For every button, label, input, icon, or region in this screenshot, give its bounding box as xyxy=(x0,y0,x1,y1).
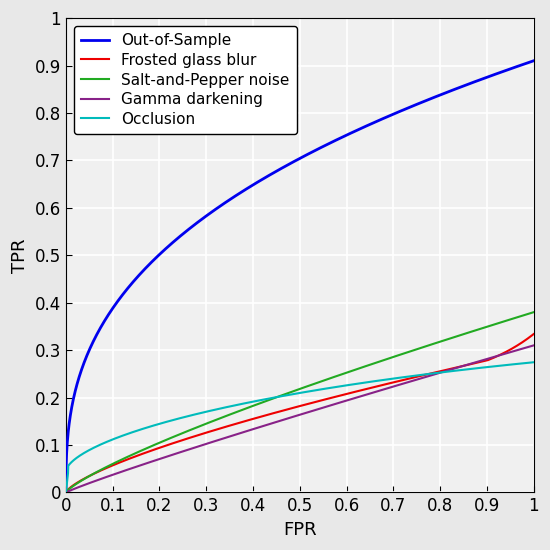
Frosted glass blur xyxy=(516,340,523,347)
Occlusion xyxy=(63,489,69,496)
Gamma darkening xyxy=(290,414,296,420)
Line: Out-of-Sample: Out-of-Sample xyxy=(66,61,534,492)
Gamma darkening xyxy=(530,342,537,349)
Out-of-Sample xyxy=(530,58,537,64)
Gamma darkening xyxy=(516,346,523,353)
Out-of-Sample xyxy=(278,166,284,172)
Salt-and-Pepper noise xyxy=(63,489,69,496)
Occlusion xyxy=(278,393,284,400)
Occlusion xyxy=(516,360,523,367)
Out-of-Sample xyxy=(516,62,523,69)
Line: Frosted glass blur: Frosted glass blur xyxy=(66,334,534,492)
Gamma darkening xyxy=(516,346,523,353)
Salt-and-Pepper noise xyxy=(516,313,523,320)
Gamma darkening xyxy=(86,480,93,486)
Line: Salt-and-Pepper noise: Salt-and-Pepper noise xyxy=(66,312,534,492)
Salt-and-Pepper noise xyxy=(290,388,296,394)
Salt-and-Pepper noise xyxy=(86,472,93,479)
Gamma darkening xyxy=(63,489,69,496)
Occlusion xyxy=(290,391,296,398)
Gamma darkening xyxy=(431,371,437,378)
Occlusion xyxy=(431,370,437,377)
Line: Occlusion: Occlusion xyxy=(66,362,534,492)
Frosted glass blur xyxy=(278,408,284,415)
Line: Gamma darkening: Gamma darkening xyxy=(66,345,534,492)
Occlusion xyxy=(516,360,523,367)
Salt-and-Pepper noise xyxy=(431,340,437,347)
Occlusion xyxy=(530,359,537,366)
Salt-and-Pepper noise xyxy=(530,309,537,316)
Frosted glass blur xyxy=(431,370,437,376)
Out-of-Sample xyxy=(516,62,523,69)
Frosted glass blur xyxy=(290,404,296,411)
Occlusion xyxy=(86,447,93,453)
Y-axis label: TPR: TPR xyxy=(11,238,29,273)
X-axis label: FPR: FPR xyxy=(283,521,317,539)
Out-of-Sample xyxy=(86,345,93,352)
Out-of-Sample xyxy=(431,94,437,101)
Frosted glass blur xyxy=(63,489,69,496)
Frosted glass blur xyxy=(86,472,93,479)
Frosted glass blur xyxy=(516,340,523,347)
Legend: Out-of-Sample, Frosted glass blur, Salt-and-Pepper noise, Gamma darkening, Occlu: Out-of-Sample, Frosted glass blur, Salt-… xyxy=(74,26,297,134)
Frosted glass blur xyxy=(530,331,537,337)
Gamma darkening xyxy=(278,417,284,424)
Salt-and-Pepper noise xyxy=(278,392,284,399)
Out-of-Sample xyxy=(290,158,296,165)
Salt-and-Pepper noise xyxy=(516,313,523,320)
Out-of-Sample xyxy=(63,489,69,496)
